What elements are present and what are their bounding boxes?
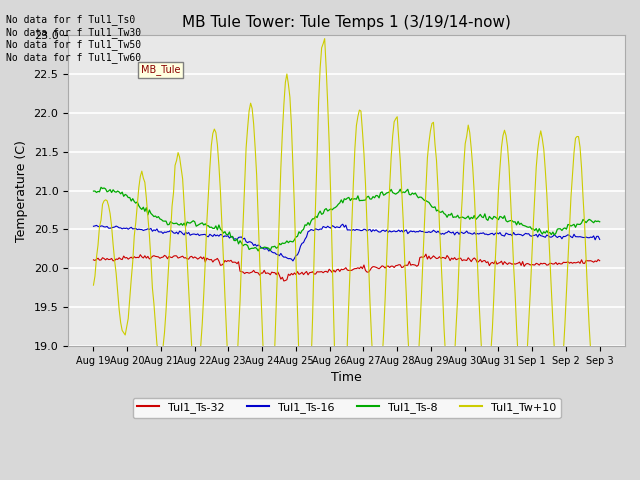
Tul1_Ts-8 [95,189,103,195]
Tul1_Ts-16 [202,231,209,237]
Tul1_Tw+10 [596,344,604,349]
Tul1_Tw+10 [202,258,209,264]
Y-axis label: Temperature (C): Temperature (C) [15,140,28,241]
Tul1_Ts-16 [289,258,297,264]
Tul1_Ts-8 [596,219,604,225]
Tul1_Ts-8 [97,184,105,190]
Tul1_Ts-8 [203,223,211,228]
Tul1_Tw+10 [95,224,103,229]
Tul1_Ts-16 [513,232,520,238]
Tul1_Ts-32 [202,259,209,265]
Tul1_Ts-32 [95,257,103,263]
Tul1_Ts-16 [339,221,347,227]
Tul1_Ts-32 [507,260,515,266]
X-axis label: Time: Time [332,371,362,384]
Line: Tul1_Ts-16: Tul1_Ts-16 [93,224,600,261]
Title: MB Tule Tower: Tule Temps 1 (3/19/14-now): MB Tule Tower: Tule Temps 1 (3/19/14-now… [182,15,511,30]
Line: Tul1_Ts-32: Tul1_Ts-32 [93,254,600,281]
Tul1_Ts-32 [422,251,429,257]
Tul1_Ts-32 [513,261,520,266]
Tul1_Tw+10 [90,282,97,288]
Tul1_Ts-8 [90,188,97,194]
Tul1_Ts-32 [241,271,248,276]
Tul1_Tw+10 [321,36,328,41]
Text: MB_Tule: MB_Tule [141,65,180,75]
Line: Tul1_Tw+10: Tul1_Tw+10 [93,38,600,480]
Tul1_Ts-16 [95,224,103,229]
Tul1_Tw+10 [507,194,515,200]
Tul1_Ts-8 [254,248,262,254]
Tul1_Ts-16 [90,223,97,229]
Tul1_Tw+10 [513,325,520,331]
Tul1_Ts-32 [596,258,604,264]
Tul1_Ts-16 [596,237,604,242]
Tul1_Ts-32 [280,278,288,284]
Tul1_Ts-16 [377,229,385,235]
Tul1_Ts-8 [513,222,520,228]
Legend: Tul1_Ts-32, Tul1_Ts-16, Tul1_Ts-8, Tul1_Tw+10: Tul1_Ts-32, Tul1_Ts-16, Tul1_Ts-8, Tul1_… [132,398,561,418]
Tul1_Ts-8 [377,190,385,195]
Tul1_Ts-16 [241,235,248,241]
Tul1_Ts-8 [243,241,250,247]
Tul1_Tw+10 [241,183,248,189]
Text: No data for f Tul1_Ts0
No data for f Tul1_Tw30
No data for f Tul1_Tw50
No data f: No data for f Tul1_Ts0 No data for f Tul… [6,14,141,63]
Tul1_Ts-8 [507,218,515,224]
Tul1_Ts-32 [375,266,383,272]
Tul1_Ts-16 [507,231,515,237]
Tul1_Tw+10 [377,385,385,391]
Tul1_Ts-32 [90,257,97,263]
Line: Tul1_Ts-8: Tul1_Ts-8 [93,187,600,251]
